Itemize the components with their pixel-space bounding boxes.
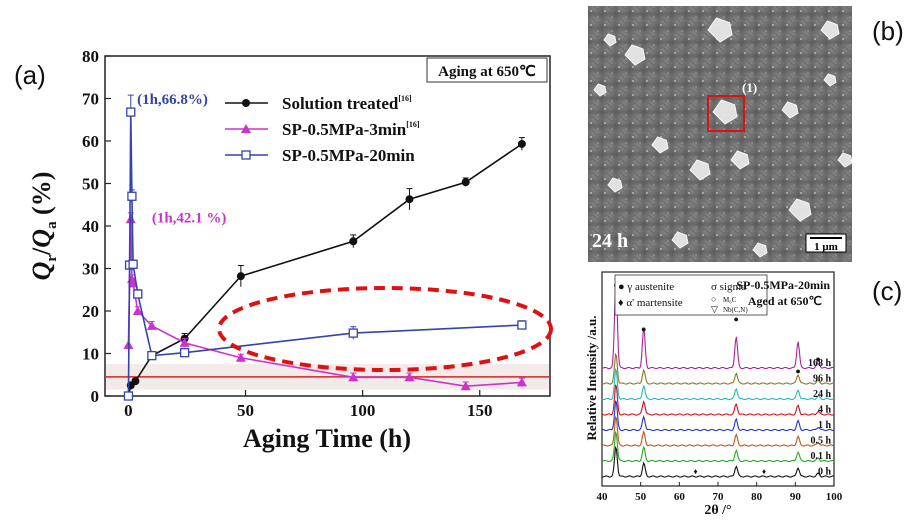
legend-alpha: ♦ α' martensite [618, 297, 683, 309]
y-tick-label: 70 [82, 90, 99, 109]
xrd-trace-label: 4 h [818, 405, 832, 416]
x-tick-label: 50 [237, 401, 254, 420]
x-axis-label: Aging Time (h) [243, 424, 411, 453]
y-tick-label: 80 [82, 47, 99, 66]
data-point [132, 306, 143, 315]
svg-text:●: ● [641, 324, 646, 334]
legend-nbcn: Nb(C,N) [723, 306, 748, 314]
xrd-trace [601, 384, 835, 416]
data-point [461, 178, 470, 187]
legend-gamma: ● γ austenite [618, 281, 674, 293]
data-point [179, 337, 190, 347]
legend-sigma: σ sigma [711, 281, 746, 293]
xrd-trace-label: 96 h [813, 374, 832, 385]
xrd-legend-box [614, 274, 768, 316]
xrd-x-tick-label: 70 [713, 491, 725, 503]
y-tick-label: 0 [91, 387, 100, 406]
xrd-trace-label: 24 h [813, 389, 832, 400]
data-point [348, 328, 358, 338]
data-point [405, 195, 414, 204]
data-point [133, 289, 143, 299]
xrd-trace-label: 0 h [818, 467, 832, 478]
series-line-2 [127, 112, 522, 397]
xrd-trace-label: 0.5 h [810, 436, 831, 447]
xrd-x-tick-label: 90 [790, 491, 802, 503]
xrd-trace-label: 0.1 h [810, 451, 831, 462]
data-point [235, 352, 246, 362]
xrd-trace [601, 281, 835, 370]
data-point [127, 191, 137, 201]
data-point [460, 381, 471, 391]
y-tick-label: 30 [82, 260, 99, 279]
x-tick-label: 100 [350, 401, 376, 420]
xrd-trace-label: 168 h [808, 358, 832, 369]
data-point [236, 272, 245, 281]
panel-label-b: (b) [872, 16, 904, 46]
data-point [517, 139, 526, 148]
y-axis-label: Qr/Qa (%) [27, 172, 60, 281]
panel-label-a: (a) [14, 60, 46, 90]
x-tick-label: 150 [467, 401, 493, 420]
data-point [348, 372, 359, 382]
svg-text:●: ● [733, 314, 738, 324]
xrd-x-tick-label: 40 [597, 491, 609, 503]
annotation-peak-blue: (1h,66.8%) [137, 92, 208, 108]
y-tick-label: 20 [82, 302, 99, 321]
xrd-trace [602, 352, 835, 385]
xrd-x-tick-label: 60 [674, 491, 686, 503]
legend-entry-1: SP-0.5MPa-3min[16] [282, 120, 420, 139]
legend-m6c: M₆C [723, 296, 737, 304]
data-point [131, 377, 140, 386]
svg-text:○: ○ [711, 294, 716, 304]
xrd-trace [601, 430, 835, 463]
y-tick-label: 60 [82, 132, 99, 151]
xrd-title-1: SP-0.5MPa-20min [736, 278, 830, 292]
x-tick-label: 0 [124, 401, 133, 420]
xrd-trace [601, 400, 835, 432]
data-point [125, 214, 136, 224]
xrd-x-tick-label: 50 [635, 491, 647, 503]
svg-text:●: ● [795, 366, 800, 376]
legend-entry-0: Solution treated[16] [282, 94, 412, 113]
xrd-title-2: Aged at 650℃ [748, 294, 822, 308]
xrd-trace [601, 367, 835, 401]
legend-entry-2: SP-0.5MPa-20min [282, 146, 415, 165]
aging-box [426, 57, 548, 83]
xrd-trace [601, 415, 835, 447]
highlight-ellipse [217, 286, 553, 372]
svg-text:▽: ▽ [711, 304, 718, 314]
data-point [126, 107, 136, 117]
y-tick-label: 40 [82, 217, 99, 236]
xrd-trace-label: 1 h [818, 420, 832, 431]
xrd-x-tick-label: 80 [751, 491, 763, 503]
svg-text:●: ● [815, 354, 820, 364]
data-point [349, 237, 358, 246]
data-point [147, 350, 157, 361]
data-point [404, 372, 415, 382]
svg-text:♦: ♦ [694, 467, 698, 476]
data-point [128, 259, 138, 269]
xrd-x-tick-label: 100 [826, 491, 843, 503]
panel-label-c: (c) [872, 276, 903, 306]
svg-text:♦: ♦ [762, 467, 766, 476]
data-point [517, 320, 527, 330]
data-point [146, 320, 157, 330]
y-tick-label: 50 [82, 175, 99, 194]
aging-label: Aging at 650℃ [438, 64, 536, 80]
xrd-x-label: 2θ /° [704, 503, 731, 518]
y-tick-label: 10 [82, 345, 99, 364]
legend-a: Solution treated[16] SP-0.5MPa-3min[16] SP… [225, 94, 420, 165]
data-point [179, 347, 190, 358]
xrd-trace [601, 445, 835, 478]
annotation-peak-magenta: (1h,42.1 %) [152, 211, 227, 227]
xrd-y-label: Relative Intensity /a.u. [584, 316, 599, 441]
data-point [516, 377, 527, 387]
data-point [123, 391, 134, 401]
